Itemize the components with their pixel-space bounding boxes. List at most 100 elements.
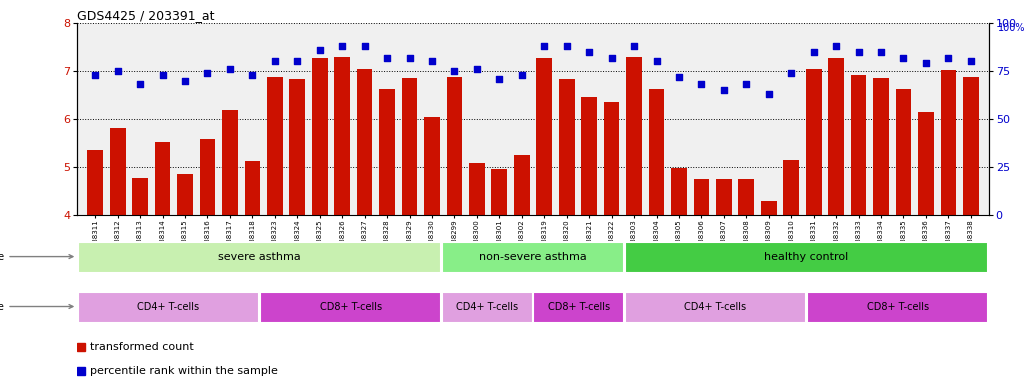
Text: GDS4425 / 203391_at: GDS4425 / 203391_at <box>77 9 214 22</box>
Bar <box>77 292 260 323</box>
Bar <box>784 160 799 384</box>
Point <box>581 49 597 55</box>
Bar <box>534 292 624 323</box>
Bar <box>267 77 282 384</box>
Text: CD8+ T-cells: CD8+ T-cells <box>548 301 610 311</box>
Point <box>289 58 306 65</box>
Point <box>805 49 822 55</box>
Text: CD4+ T-cells: CD4+ T-cells <box>456 301 518 311</box>
Bar <box>626 57 642 384</box>
Point <box>716 87 732 93</box>
Point <box>199 70 215 76</box>
Point <box>648 58 664 65</box>
Point <box>604 55 620 61</box>
Point <box>379 55 396 61</box>
Text: 100%: 100% <box>998 23 1026 33</box>
Point <box>132 81 148 88</box>
Text: cell type: cell type <box>0 301 73 311</box>
Bar <box>514 155 529 384</box>
Point <box>491 76 508 82</box>
Text: CD8+ T-cells: CD8+ T-cells <box>866 301 929 311</box>
Bar <box>604 102 619 384</box>
Bar <box>940 70 956 384</box>
Bar <box>491 169 507 384</box>
Point <box>356 43 373 49</box>
Text: CD8+ T-cells: CD8+ T-cells <box>319 301 382 311</box>
Bar <box>132 177 148 384</box>
Bar <box>442 242 624 273</box>
Text: healthy control: healthy control <box>764 252 849 262</box>
Point <box>739 81 755 88</box>
Bar <box>469 163 485 384</box>
Point <box>963 58 980 65</box>
Point <box>895 55 912 61</box>
Bar <box>77 242 442 273</box>
Point <box>872 49 889 55</box>
Bar <box>624 292 806 323</box>
Point <box>244 72 261 78</box>
Point <box>402 55 418 61</box>
Bar <box>537 58 552 384</box>
Point <box>514 72 530 78</box>
Bar <box>649 89 664 384</box>
Text: CD4+ T-cells: CD4+ T-cells <box>137 301 200 311</box>
Bar <box>447 77 462 384</box>
Bar <box>918 112 934 384</box>
Bar <box>581 98 597 384</box>
Bar <box>873 78 889 384</box>
Bar <box>828 58 844 384</box>
Text: non-severe asthma: non-severe asthma <box>479 252 587 262</box>
Point <box>334 43 350 49</box>
Point <box>87 72 103 78</box>
Bar <box>806 292 989 323</box>
Point <box>851 49 867 55</box>
Bar <box>312 58 328 384</box>
Text: transformed count: transformed count <box>91 342 194 352</box>
Point <box>783 70 799 76</box>
Point <box>177 78 194 84</box>
Bar <box>289 79 305 384</box>
Bar <box>716 179 731 384</box>
Point <box>760 91 777 97</box>
Bar <box>335 57 350 384</box>
Point <box>693 81 710 88</box>
Bar <box>805 69 822 384</box>
Point <box>918 60 934 66</box>
Bar <box>761 201 777 384</box>
Point <box>828 43 845 49</box>
Point <box>267 58 283 65</box>
Bar <box>88 150 103 384</box>
Bar <box>442 292 533 323</box>
Bar <box>896 89 912 384</box>
Bar <box>963 77 978 384</box>
Bar <box>356 69 373 384</box>
Bar <box>402 78 417 384</box>
Point <box>311 47 328 53</box>
Bar <box>851 75 866 384</box>
Point <box>558 43 575 49</box>
Bar <box>154 142 170 384</box>
Bar <box>672 168 687 384</box>
Text: severe asthma: severe asthma <box>218 252 301 262</box>
Point <box>154 72 171 78</box>
Bar <box>222 111 238 384</box>
Bar <box>379 89 394 384</box>
Point <box>469 66 485 72</box>
Point <box>221 66 238 72</box>
Point <box>536 43 552 49</box>
Bar <box>624 242 989 273</box>
Bar <box>110 127 126 384</box>
Text: disease state: disease state <box>0 252 73 262</box>
Bar <box>693 179 710 384</box>
Point <box>423 58 440 65</box>
Point <box>671 74 687 80</box>
Point <box>446 68 462 74</box>
Text: percentile rank within the sample: percentile rank within the sample <box>91 366 278 376</box>
Bar <box>200 139 215 384</box>
Point <box>109 68 126 74</box>
Bar <box>559 79 575 384</box>
Bar <box>177 174 193 384</box>
Bar <box>244 161 261 384</box>
Bar <box>424 117 440 384</box>
Point <box>626 43 643 49</box>
